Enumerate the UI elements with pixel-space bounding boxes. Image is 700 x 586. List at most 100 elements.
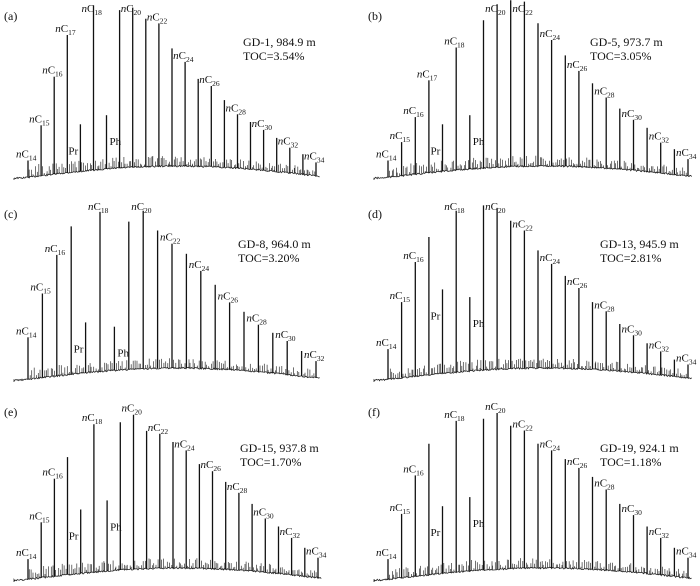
peak-label-nc26: nC26	[567, 276, 588, 290]
peak-label-nc30: nC30	[252, 118, 273, 132]
peak-label-nc14: nC14	[376, 337, 397, 351]
peak-label-nc20: nC20	[485, 201, 506, 215]
peak-label-ph: Ph	[473, 518, 485, 530]
peak-label-nc30: nC30	[253, 507, 274, 521]
peak-label-nc16: nC16	[45, 243, 66, 257]
peak-label-nc15: nC15	[30, 282, 51, 296]
peak-label-nc14: nC14	[16, 325, 37, 339]
peak-label-nc15: nC15	[29, 510, 50, 524]
peak-label-nc15: nC15	[390, 290, 411, 304]
peak-label-nc20: nC20	[485, 401, 506, 415]
peak-label-nc22: nC22	[512, 219, 533, 233]
peak-label-nc15: nC15	[29, 113, 50, 127]
peak-label-nc34: nC34	[676, 546, 697, 560]
minor-peaks	[389, 558, 687, 580]
peak-label-nc22: nC22	[512, 419, 533, 433]
peak-label-nc28: nC28	[246, 313, 267, 327]
peak-label-nc24: nC24	[540, 252, 561, 266]
peak-label-nc32: nC32	[649, 131, 670, 145]
peak-label-nc32: nC32	[278, 136, 299, 150]
peak-label-nc26: nC26	[201, 459, 222, 473]
peak-label-nc20: nC20	[121, 3, 142, 17]
peak-label-nc34: nC34	[676, 147, 697, 161]
peak-label-nc26: nC26	[567, 59, 588, 73]
peak-label-nc18: nC18	[444, 409, 465, 423]
peak-label-pr: Pr	[74, 343, 84, 355]
peak-label-nc30: nC30	[622, 323, 643, 337]
panel-label: (f)	[368, 405, 380, 419]
peak-label-nc16: nC16	[403, 463, 424, 477]
peak-label-nc28: nC28	[594, 86, 615, 100]
peak-label-nc32: nC32	[649, 339, 670, 353]
peak-label-nc24: nC24	[173, 50, 194, 64]
peak-label-nc28: nC28	[226, 102, 247, 116]
sample-depth: GD-1, 984.9 m	[243, 35, 316, 49]
peak-label-pr: Pr	[69, 531, 79, 543]
panel-label: (d)	[368, 207, 382, 221]
peak-label-nc17: nC17	[417, 68, 438, 82]
toc-value: TOC=2.81%	[600, 251, 662, 265]
peak-label-nc18: nC18	[444, 36, 465, 50]
peak-label-nc15: nC15	[390, 130, 411, 144]
peak-label-nc14: nC14	[376, 149, 397, 163]
peak-label-nc16: nC16	[403, 105, 424, 119]
sample-depth: GD-13, 945.9 m	[600, 237, 679, 251]
peak-label-nc32: nC32	[304, 349, 325, 363]
peak-label-nc22: nC22	[512, 3, 533, 17]
peak-label-nc30: nC30	[275, 329, 296, 343]
peak-label-nc14: nC14	[16, 547, 37, 561]
peak-label-ph: Ph	[473, 318, 485, 330]
peak-label-nc15: nC15	[390, 502, 411, 516]
peak-label-nc18: nC18	[88, 201, 109, 215]
minor-peaks	[28, 558, 317, 580]
peak-label-nc26: nC26	[567, 456, 588, 470]
peak-label-nc30: nC30	[622, 108, 643, 122]
peak-label-nc18: nC18	[444, 201, 465, 215]
peak-label-nc26: nC26	[199, 74, 220, 88]
peak-label-pr: Pr	[431, 527, 441, 539]
panel-label: (c)	[4, 207, 17, 221]
peak-label-nc14: nC14	[16, 149, 37, 163]
panel-label: (b)	[368, 9, 382, 23]
peak-label-nc18: nC18	[82, 412, 103, 426]
peak-label-nc20: nC20	[485, 3, 506, 17]
baseline-trace	[13, 366, 320, 382]
baseline-trace	[13, 566, 322, 582]
peak-label-nc34: nC34	[304, 150, 325, 164]
minor-peaks	[389, 358, 687, 379]
peak-label-nc28: nC28	[594, 299, 615, 313]
toc-value: TOC=3.20%	[238, 251, 300, 265]
peak-label-nc16: nC16	[42, 467, 63, 481]
minor-peaks	[29, 358, 315, 379]
peak-label-nc34: nC34	[676, 353, 697, 367]
minor-peaks	[389, 155, 687, 178]
peak-label-nc32: nC32	[280, 526, 301, 540]
peak-label-pr: Pr	[68, 145, 78, 157]
peak-label-ph: Ph	[110, 136, 122, 148]
peak-label-nc18: nC18	[82, 3, 103, 17]
peak-label-pr: Pr	[431, 310, 441, 322]
peak-label-nc32: nC32	[649, 526, 670, 540]
peak-label-nc30: nC30	[622, 503, 643, 517]
peak-label-nc28: nC28	[227, 481, 248, 495]
sample-depth: GD-15, 937.8 m	[240, 441, 319, 455]
peak-label-nc20: nC20	[131, 201, 152, 215]
peak-label-nc24: nC24	[189, 259, 210, 273]
peak-label-nc14: nC14	[376, 547, 397, 561]
peak-label-nc34: nC34	[306, 546, 327, 560]
sample-depth: GD-5, 973.7 m	[590, 35, 663, 49]
peak-label-nc16: nC16	[42, 65, 63, 79]
minor-peaks	[28, 156, 316, 178]
baseline-trace	[373, 366, 692, 382]
toc-value: TOC=3.54%	[243, 49, 305, 63]
toc-value: TOC=3.05%	[590, 49, 652, 63]
peak-label-nc16: nC16	[403, 250, 424, 264]
peak-label-nc20: nC20	[122, 403, 143, 417]
peak-label-nc24: nC24	[174, 438, 195, 452]
